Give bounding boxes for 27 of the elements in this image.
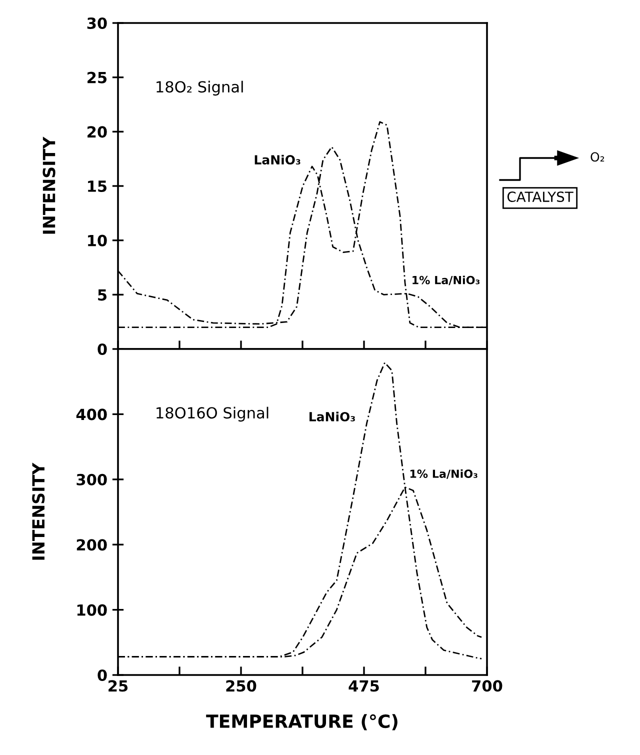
y-tick-label: 100 (77, 604, 107, 616)
annotation: 18O16O Signal (156, 406, 268, 422)
y-tick-label: 30 (87, 17, 107, 30)
text: O₂ (590, 152, 604, 162)
y-axis-title: INTENSITY (32, 462, 45, 560)
y-tick-label: 20 (88, 126, 107, 138)
text: CATALYST (507, 192, 574, 202)
x-tick-label: 25 (108, 680, 128, 692)
y-tick-label: 0 (98, 343, 107, 356)
y-axis-title: INTENSITY (42, 136, 56, 234)
annotation: 18O₂ Signal (156, 80, 243, 96)
y-tick-label: 400 (76, 408, 107, 420)
y-tick-label: 5 (98, 289, 107, 301)
y-tick-label: 25 (88, 72, 107, 84)
annotation: LaNiO₃ (254, 154, 300, 165)
annotation: 1% La/NiO₃ (410, 469, 478, 479)
annotation: 1% La/NiO₃ (412, 276, 480, 286)
x-tick-label: 475 (348, 680, 379, 692)
x-tick-label: 250 (226, 680, 256, 692)
x-axis-title: TEMPERATURE (°C) (206, 714, 398, 730)
annotation: LaNiO₃ (310, 412, 355, 422)
y-tick-label: 0 (98, 669, 107, 682)
x-tick-label: 700 (472, 680, 502, 692)
y-tick-label: 200 (76, 539, 107, 551)
y-tick-label: 10 (88, 234, 107, 246)
y-tick-label: 300 (76, 474, 107, 486)
y-tick-label: 15 (88, 180, 107, 192)
